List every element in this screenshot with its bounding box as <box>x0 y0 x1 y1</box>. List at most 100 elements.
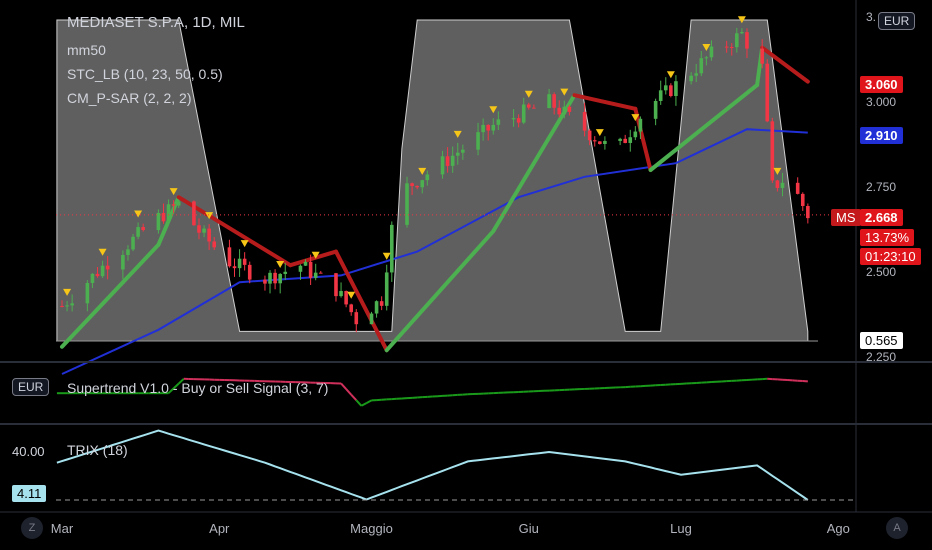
candle <box>121 250 125 280</box>
supertrend-segment <box>355 399 363 407</box>
supertrend-currency-badge[interactable]: EUR <box>12 378 50 396</box>
ma-price-badge: 2.910 <box>860 127 903 144</box>
candle <box>699 50 704 77</box>
trix-path <box>56 429 809 501</box>
candle <box>592 136 597 147</box>
currency-badge[interactable]: EUR <box>878 12 916 30</box>
candle <box>653 98 658 126</box>
stc-value-badge: 0.565 <box>860 332 903 349</box>
candle <box>171 200 176 214</box>
candle <box>354 309 359 333</box>
candle <box>202 225 206 238</box>
candle <box>136 222 140 240</box>
candle <box>603 136 607 150</box>
y-tick-label: 3. <box>866 10 876 24</box>
supertrend-segment <box>340 382 347 390</box>
y-tick-label: 2.750 <box>866 180 896 194</box>
zoom-button[interactable]: Z <box>21 517 43 539</box>
trix-title[interactable]: TRIX (18) <box>67 442 128 458</box>
candle <box>420 179 425 194</box>
candle <box>268 270 272 294</box>
supertrend-title[interactable]: Supertrend V1.0 - Buy or Sell Signal (3,… <box>67 380 329 396</box>
candle <box>176 200 181 208</box>
candle <box>562 100 567 119</box>
candle <box>374 300 379 318</box>
sell-signal-marker <box>489 106 498 114</box>
candle <box>318 270 323 274</box>
trix-value-badge: 4.11 <box>12 485 47 502</box>
auto-scale-button[interactable]: A <box>886 517 908 539</box>
sell-signal-marker <box>311 251 320 259</box>
candle <box>65 300 69 312</box>
candle <box>795 177 800 195</box>
candle <box>273 269 277 290</box>
candle <box>638 116 643 140</box>
supertrend-segment <box>172 382 180 390</box>
candle <box>126 245 130 261</box>
supertrend-line <box>56 377 808 407</box>
candle <box>461 144 465 160</box>
panel-separators <box>0 0 932 513</box>
mm50-line <box>61 128 808 375</box>
candle <box>242 252 247 271</box>
sell-signal-marker <box>524 90 533 98</box>
x-tick-label: Lug <box>670 521 692 536</box>
trix-line <box>56 429 856 501</box>
candles-group <box>60 27 810 333</box>
candle <box>669 83 673 98</box>
candle <box>212 236 217 251</box>
candle <box>384 264 389 311</box>
candle <box>745 28 749 59</box>
legend-stc[interactable]: STC_LB (10, 23, 50, 0.5) <box>67 66 223 82</box>
candle <box>369 311 374 325</box>
x-tick-label: Mar <box>51 521 74 536</box>
candle <box>800 192 805 211</box>
candle <box>628 129 633 152</box>
candle <box>496 111 501 130</box>
candle <box>313 263 318 281</box>
candle <box>450 146 455 173</box>
candle <box>263 275 267 291</box>
candle <box>192 200 196 226</box>
candle <box>491 118 496 135</box>
x-tick-label: Apr <box>209 521 230 536</box>
supertrend-segment <box>178 378 185 385</box>
candle <box>237 249 242 277</box>
signal-markers <box>63 16 782 299</box>
y-tick-label: 2.250 <box>866 350 896 364</box>
legend-psar[interactable]: CM_P-SAR (2, 2, 2) <box>67 90 192 106</box>
psar-segment <box>176 195 293 268</box>
candle <box>521 97 526 125</box>
symbol-badge: MS <box>831 209 861 226</box>
legend-mm50[interactable]: mm50 <box>67 42 106 58</box>
candle <box>425 170 430 186</box>
sell-signal-marker <box>205 212 214 220</box>
candle <box>511 109 516 127</box>
sell-signal-marker <box>666 71 675 79</box>
candle <box>709 40 714 61</box>
candle <box>587 128 592 146</box>
candle <box>481 118 485 141</box>
sell-signal-marker <box>737 16 746 24</box>
sell-signal-marker <box>169 188 178 196</box>
supertrend-segment <box>365 399 372 404</box>
sell-signal-marker <box>382 252 391 260</box>
candle <box>70 294 74 312</box>
supertrend-segment <box>360 402 367 407</box>
candle <box>197 218 201 240</box>
candle <box>227 239 232 268</box>
chart-title: MEDIASET S.P.A, 1D, MIL <box>67 14 245 31</box>
candle <box>349 303 354 316</box>
psar-segment <box>572 93 638 111</box>
candle <box>207 224 211 251</box>
candle <box>704 55 709 66</box>
last-price-badge: 2.668 <box>860 209 903 226</box>
candle <box>618 137 622 146</box>
candle <box>729 43 734 56</box>
y-axis-ticks: 3. 3.000 2.750 2.500 2.250 <box>866 10 896 364</box>
candle <box>552 92 556 115</box>
countdown-badge: 01:23:10 <box>860 248 921 265</box>
candle <box>60 300 64 308</box>
candle <box>735 27 739 53</box>
